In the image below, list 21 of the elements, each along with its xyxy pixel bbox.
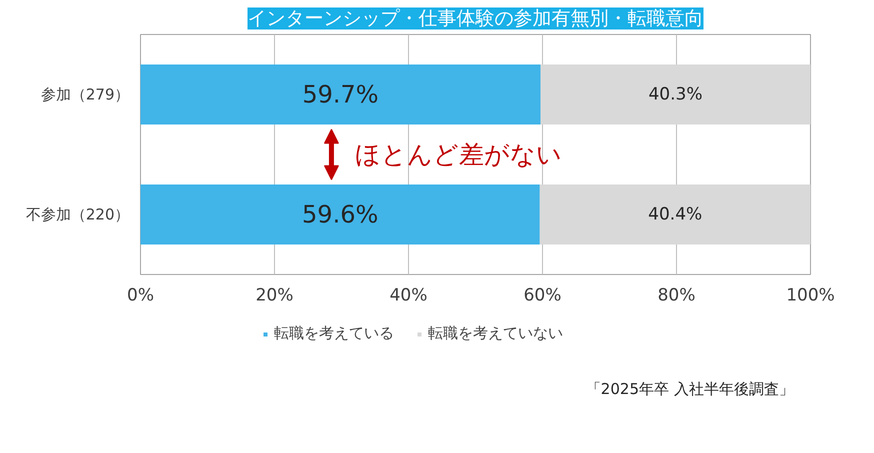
bar	[140, 64, 540, 124]
x-tick-label: 20%	[256, 286, 294, 306]
bar	[540, 184, 810, 244]
annotation: ほとんど差がない	[354, 140, 562, 169]
data-label: 40.4%	[648, 204, 702, 224]
x-tick-label: 80%	[658, 286, 696, 306]
data-label: 59.7%	[302, 80, 379, 108]
legend-label: 転職を考えていない	[428, 324, 563, 343]
y-tick-label: 参加（279）	[40, 86, 130, 104]
x-tick-label: 60%	[524, 286, 562, 306]
x-tick-label: 0%	[127, 286, 154, 306]
x-tick-label: 100%	[786, 286, 835, 306]
bar	[540, 64, 810, 124]
data-label: 40.3%	[648, 84, 703, 104]
text: 「2025年卒 入社半年後調査」	[586, 380, 794, 398]
legend-label: 転職を考えている	[274, 324, 394, 343]
chart-title: インターンシップ・仕事体験の参加有無別・転職意向	[248, 8, 704, 30]
data-label: 59.6%	[302, 200, 378, 228]
y-tick-label: 不参加（220）	[26, 206, 130, 224]
x-tick-label: 40%	[390, 286, 428, 306]
bar	[140, 184, 540, 244]
